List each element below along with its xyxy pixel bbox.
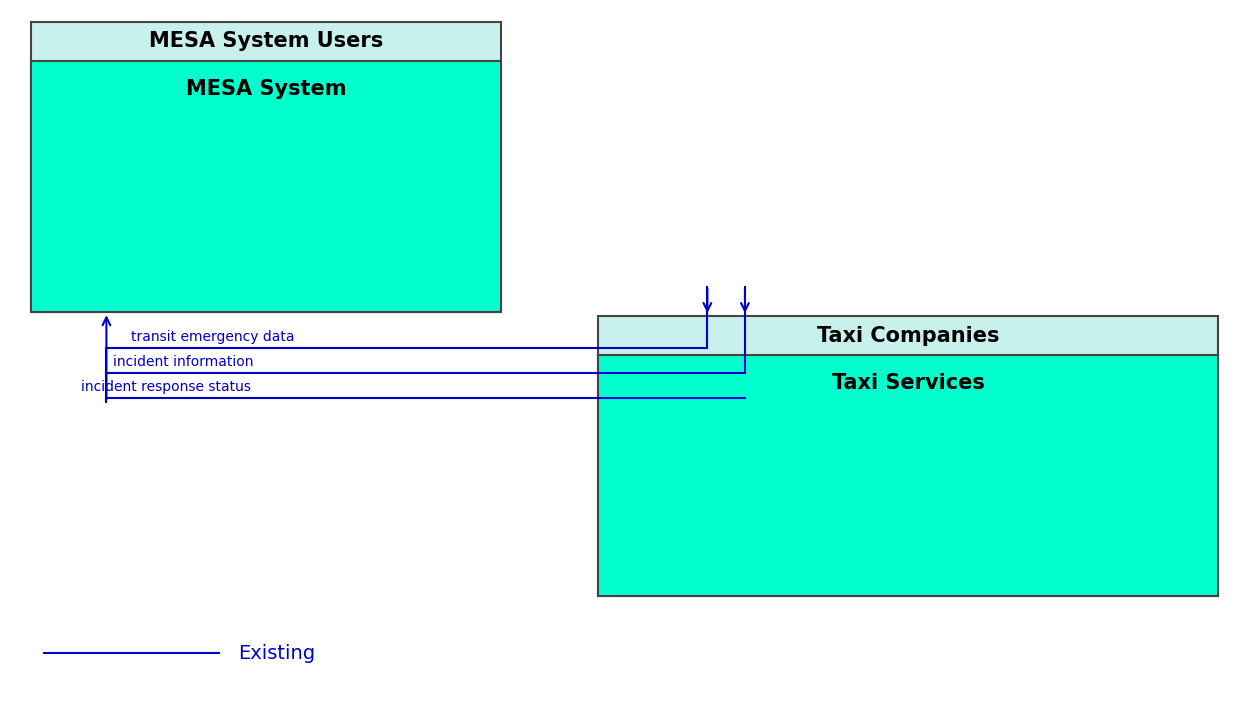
Text: transit emergency data: transit emergency data bbox=[131, 330, 295, 344]
Text: Existing: Existing bbox=[238, 644, 316, 663]
Bar bbox=[598, 316, 1218, 596]
Bar bbox=[31, 61, 501, 312]
Bar bbox=[31, 22, 501, 312]
Text: incident information: incident information bbox=[113, 355, 253, 369]
Text: MESA System Users: MESA System Users bbox=[149, 32, 383, 51]
Text: incident response status: incident response status bbox=[81, 381, 252, 394]
Text: Taxi Companies: Taxi Companies bbox=[818, 326, 999, 345]
Text: Taxi Services: Taxi Services bbox=[831, 373, 985, 393]
Bar bbox=[598, 355, 1218, 596]
Text: MESA System: MESA System bbox=[185, 79, 347, 99]
